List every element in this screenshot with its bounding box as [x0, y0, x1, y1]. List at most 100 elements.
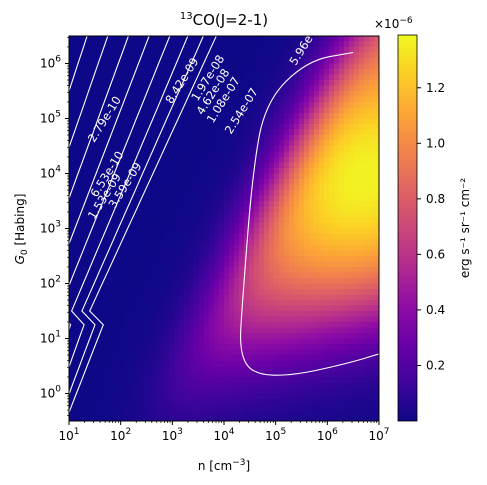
heatmap-cell	[119, 179, 125, 186]
heatmap-cell	[109, 316, 115, 323]
heatmap-cell	[279, 327, 285, 334]
heatmap-cell	[344, 399, 350, 406]
heatmap-cell	[94, 239, 100, 246]
heatmap-cell	[319, 96, 325, 103]
heatmap-cell	[314, 234, 320, 241]
heatmap-cell	[219, 338, 225, 345]
heatmap-cell	[184, 217, 190, 224]
heatmap-cell	[154, 278, 160, 285]
heatmap-cell	[139, 267, 145, 274]
heatmap-cell	[119, 168, 125, 175]
heatmap-cell	[349, 157, 355, 164]
heatmap-cell	[284, 69, 290, 76]
heatmap-cell	[114, 41, 120, 48]
heatmap-cell	[169, 245, 175, 252]
heatmap-cell	[134, 289, 140, 296]
heatmap-cell	[219, 256, 225, 263]
heatmap-cell	[364, 190, 370, 197]
heatmap-cell	[244, 146, 250, 153]
heatmap-cell	[134, 113, 140, 120]
heatmap-cell	[289, 184, 295, 191]
heatmap-cell	[329, 96, 335, 103]
heatmap-cell	[229, 168, 235, 175]
heatmap-cell	[314, 58, 320, 65]
heatmap-cell	[249, 404, 255, 411]
heatmap-cell	[179, 289, 185, 296]
heatmap-cell	[249, 36, 255, 43]
heatmap-cell	[334, 256, 340, 263]
heatmap-cell	[279, 415, 285, 421]
heatmap-cell	[354, 146, 360, 153]
heatmap-cell	[234, 206, 240, 213]
heatmap-cell	[339, 415, 345, 421]
heatmap-cell	[89, 91, 95, 98]
heatmap-cell	[299, 74, 305, 81]
heatmap-cell	[314, 300, 320, 307]
heatmap-cell	[309, 256, 315, 263]
heatmap-cell	[214, 91, 220, 98]
heatmap-cell	[364, 85, 370, 92]
heatmap-cell	[309, 415, 315, 421]
heatmap-cell	[264, 410, 270, 417]
heatmap-cell	[284, 322, 290, 329]
heatmap-cell	[304, 58, 310, 65]
heatmap-cell	[299, 179, 305, 186]
heatmap-cell	[259, 151, 265, 158]
heatmap-cell	[324, 102, 330, 109]
heatmap-cell	[229, 41, 235, 48]
heatmap-cell	[314, 113, 320, 120]
heatmap-cell	[184, 388, 190, 395]
heatmap-cell	[234, 162, 240, 169]
heatmap-cell	[224, 58, 230, 65]
heatmap-cell	[84, 173, 90, 180]
heatmap-cell	[149, 327, 155, 334]
heatmap-cell	[339, 52, 345, 59]
heatmap-cell	[129, 80, 135, 87]
heatmap-cell	[179, 256, 185, 263]
heatmap-cell	[209, 294, 215, 301]
heatmap-cell	[244, 234, 250, 241]
heatmap-cell	[339, 333, 345, 340]
heatmap-cell	[354, 245, 360, 252]
heatmap-cell	[94, 250, 100, 257]
heatmap-cell	[119, 371, 125, 378]
heatmap-cell	[369, 333, 375, 340]
heatmap-cell	[214, 410, 220, 417]
heatmap-cell	[189, 41, 195, 48]
heatmap-cell	[214, 294, 220, 301]
heatmap-cell	[139, 124, 145, 131]
heatmap-cell	[119, 63, 125, 70]
heatmap-cell	[79, 239, 85, 246]
heatmap-cell	[84, 168, 90, 175]
heatmap-cell	[349, 349, 355, 356]
heatmap-cell	[114, 316, 120, 323]
heatmap-cell	[164, 223, 170, 230]
heatmap-cell	[249, 162, 255, 169]
heatmap-cell	[164, 135, 170, 142]
heatmap-cell	[204, 195, 210, 202]
heatmap-cell	[244, 415, 250, 421]
heatmap-cell	[139, 283, 145, 290]
heatmap-cell	[89, 124, 95, 131]
heatmap-cell	[289, 201, 295, 208]
heatmap-cell	[89, 283, 95, 290]
heatmap-cell	[279, 74, 285, 81]
heatmap-cell	[324, 327, 330, 334]
heatmap-cell	[339, 311, 345, 318]
heatmap-cell	[224, 102, 230, 109]
heatmap-cell	[349, 96, 355, 103]
heatmap-cell	[184, 168, 190, 175]
heatmap-cell	[299, 234, 305, 241]
heatmap-cell	[304, 366, 310, 373]
heatmap-cell	[164, 278, 170, 285]
heatmap-cell	[229, 52, 235, 59]
heatmap-cell	[89, 151, 95, 158]
heatmap-cell	[239, 217, 245, 224]
heatmap-cell	[294, 333, 300, 340]
heatmap-cell	[324, 294, 330, 301]
heatmap-cell	[89, 118, 95, 125]
heatmap-cell	[369, 311, 375, 318]
heatmap-cell	[154, 184, 160, 191]
heatmap-cell	[144, 201, 150, 208]
heatmap-cell	[79, 135, 85, 142]
